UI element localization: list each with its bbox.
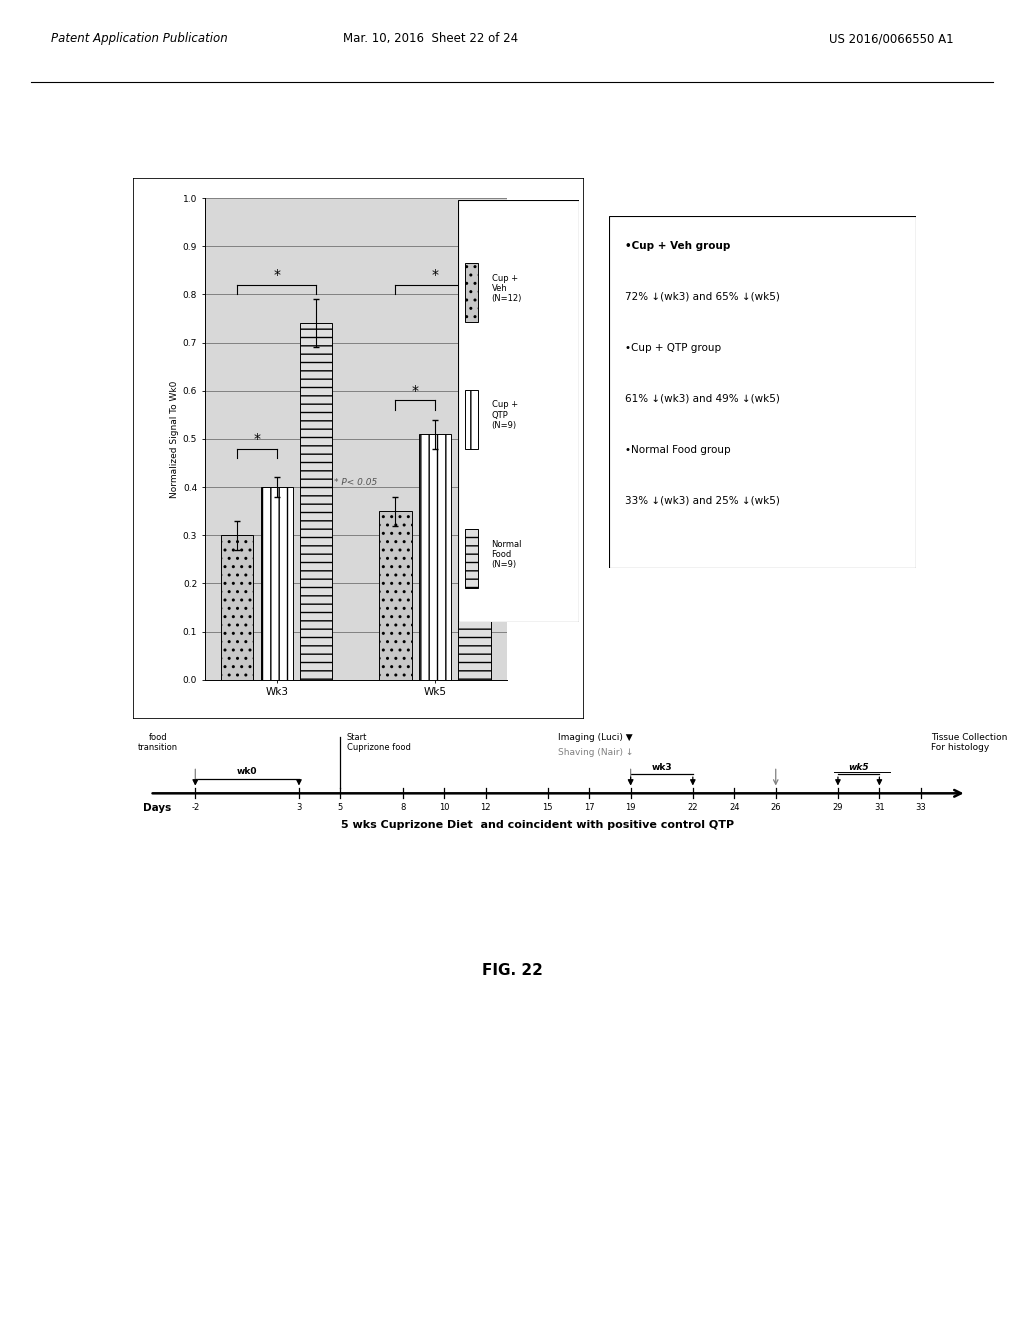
Text: 10: 10 xyxy=(439,804,450,812)
Text: wk5: wk5 xyxy=(848,763,869,772)
Text: -2: -2 xyxy=(191,804,200,812)
Text: 171 B6C3H Hom {QTP study}: 171 B6C3H Hom {QTP study} xyxy=(293,206,469,218)
Text: 19: 19 xyxy=(626,804,636,812)
Text: * P< 0.05: * P< 0.05 xyxy=(334,478,378,487)
Bar xyxy=(465,263,478,322)
Text: Mar. 10, 2016  Sheet 22 of 24: Mar. 10, 2016 Sheet 22 of 24 xyxy=(342,32,518,45)
Text: 29: 29 xyxy=(833,804,843,812)
Text: wk0: wk0 xyxy=(237,767,257,776)
Bar xyxy=(465,529,478,589)
Text: 15: 15 xyxy=(543,804,553,812)
Text: 22: 22 xyxy=(687,804,698,812)
Bar xyxy=(465,389,478,449)
Text: Normal
Food
(N=9): Normal Food (N=9) xyxy=(492,540,522,569)
Text: Days: Days xyxy=(143,804,172,813)
Text: 24: 24 xyxy=(729,804,739,812)
Text: 5 wks Cuprizone Diet  and coincident with positive control QTP: 5 wks Cuprizone Diet and coincident with… xyxy=(341,820,734,830)
Bar xyxy=(260,487,293,680)
Text: *: * xyxy=(254,432,260,446)
Text: 33% ↓(wk3) and 25% ↓(wk5): 33% ↓(wk3) and 25% ↓(wk5) xyxy=(625,496,779,506)
Text: 72% ↓(wk3) and 65% ↓(wk5): 72% ↓(wk3) and 65% ↓(wk5) xyxy=(625,292,779,302)
Y-axis label: Normalized Signal To Wk0: Normalized Signal To Wk0 xyxy=(170,380,178,498)
Text: *: * xyxy=(412,384,419,397)
Text: FIG. 22: FIG. 22 xyxy=(481,962,543,978)
Text: Start
Cuprizone food: Start Cuprizone food xyxy=(347,733,411,752)
Text: •Normal Food group: •Normal Food group xyxy=(625,445,730,455)
Text: US 2016/0066550 A1: US 2016/0066550 A1 xyxy=(828,32,953,45)
Text: 12: 12 xyxy=(480,804,490,812)
Text: •Cup + Veh group: •Cup + Veh group xyxy=(625,240,730,251)
Text: 17: 17 xyxy=(584,804,595,812)
Text: wk3: wk3 xyxy=(651,763,672,772)
Text: *: * xyxy=(273,268,281,282)
Bar xyxy=(221,536,253,680)
Text: Tissue Collection
For histology: Tissue Collection For histology xyxy=(931,733,1008,752)
Bar xyxy=(379,511,412,680)
Text: •Cup + QTP group: •Cup + QTP group xyxy=(625,343,721,352)
Text: 31: 31 xyxy=(874,804,885,812)
Text: Cup +
QTP
(N=9): Cup + QTP (N=9) xyxy=(492,400,518,430)
Text: food
transition: food transition xyxy=(138,733,178,752)
Text: 8: 8 xyxy=(400,804,406,812)
Bar xyxy=(300,323,333,680)
Text: 26: 26 xyxy=(770,804,781,812)
Text: Imaging (Luci) ▼: Imaging (Luci) ▼ xyxy=(558,733,633,742)
Bar xyxy=(419,434,452,680)
Text: *: * xyxy=(431,268,438,282)
Text: 5: 5 xyxy=(338,804,343,812)
Text: Cup +
Veh
(N=12): Cup + Veh (N=12) xyxy=(492,273,522,304)
Text: 3: 3 xyxy=(296,804,302,812)
Bar xyxy=(459,323,490,680)
Text: 61% ↓(wk3) and 49% ↓(wk5): 61% ↓(wk3) and 49% ↓(wk5) xyxy=(625,393,779,404)
Text: 33: 33 xyxy=(915,804,927,812)
Text: Patent Application Publication: Patent Application Publication xyxy=(51,32,228,45)
Text: Shaving (Nair) ↓: Shaving (Nair) ↓ xyxy=(558,748,634,758)
